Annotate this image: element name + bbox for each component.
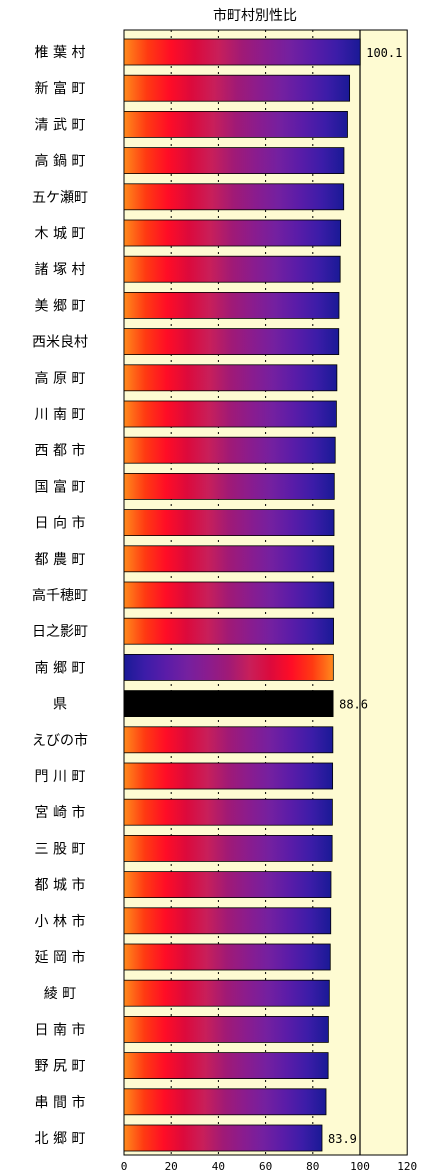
bar	[123, 762, 334, 790]
bar	[123, 907, 332, 935]
category-label: 清 武 町	[35, 117, 86, 133]
bar	[123, 400, 337, 428]
bar	[123, 328, 340, 356]
category-label: 日之影町	[32, 624, 88, 640]
category-label: 北 郷 町	[35, 1131, 86, 1147]
bar	[123, 183, 345, 211]
category-label: 野 尻 町	[35, 1059, 86, 1075]
category-label: 宮 崎 市	[35, 804, 86, 821]
category-label: 川 南 町	[35, 407, 86, 423]
bar	[123, 798, 333, 826]
bar	[123, 509, 335, 537]
bar	[123, 111, 348, 138]
bar	[123, 726, 334, 754]
category-label: 五ケ瀬町	[32, 190, 88, 206]
x-tick-label: 120	[397, 1160, 417, 1173]
x-tick-label: 60	[259, 1160, 272, 1173]
bar	[123, 74, 351, 102]
data-label: 88.6	[339, 698, 368, 712]
category-label: 新 富 町	[35, 80, 86, 97]
x-tick-label: 40	[212, 1160, 225, 1173]
category-label: えびの市	[32, 732, 88, 749]
category-label: 県	[53, 697, 67, 713]
data-label: 100.1	[366, 46, 402, 60]
bar	[123, 871, 332, 898]
data-label: 83.9	[328, 1132, 357, 1146]
category-label: 西 都 市	[35, 442, 86, 459]
bar	[123, 219, 342, 247]
bar	[123, 835, 333, 862]
category-label: 高 鍋 町	[35, 153, 86, 170]
x-tick-label: 80	[306, 1160, 319, 1173]
category-label: 諸 塚 村	[35, 262, 86, 278]
bar	[123, 690, 334, 717]
bars	[123, 38, 361, 1152]
bar	[123, 436, 336, 464]
x-tick-label: 100	[350, 1160, 370, 1173]
category-label: 美 郷 町	[35, 298, 86, 314]
category-label: 三 股 町	[35, 841, 86, 857]
bar	[123, 38, 361, 66]
bar	[123, 255, 341, 283]
category-label: 延 岡 市	[35, 949, 86, 966]
x-tick-label: 20	[165, 1160, 178, 1173]
category-label: 都 農 町	[35, 552, 86, 568]
category-label: 串 間 市	[35, 1094, 86, 1111]
category-label: 椎 葉 村	[35, 45, 86, 61]
bar	[123, 472, 335, 500]
category-label: 門 川 町	[35, 769, 86, 785]
bar	[123, 147, 345, 175]
category-label: 南 郷 町	[35, 660, 86, 676]
category-label: 高千穂町	[32, 587, 88, 604]
category-label: 木 城 町	[35, 226, 86, 242]
bar	[123, 1088, 327, 1116]
x-axis: 0 20 40 60 80 100 120	[121, 1160, 417, 1173]
category-label: 綾 町	[44, 986, 76, 1002]
bar	[123, 364, 338, 392]
bar	[123, 654, 334, 681]
bar	[123, 979, 330, 1007]
bar	[123, 1052, 329, 1079]
bar	[123, 1124, 323, 1152]
category-label: 高 原 町	[35, 370, 86, 387]
x-tick-label: 0	[121, 1160, 128, 1173]
category-label: 日 南 市	[35, 1021, 86, 1038]
category-label: 日 向 市	[35, 515, 86, 532]
category-label: 西米良村	[32, 335, 88, 351]
data-labels: 100.1 88.6 83.9	[328, 46, 402, 1146]
category-label: 都 城 市	[35, 877, 86, 894]
bar	[123, 291, 340, 319]
bar	[123, 1016, 329, 1043]
bar	[123, 581, 335, 609]
category-label: 国 富 町	[35, 478, 86, 495]
bar	[123, 617, 334, 645]
category-label: 小 林 市	[35, 913, 86, 930]
bar	[123, 943, 331, 971]
bar	[123, 545, 335, 573]
chart-title: 市町村別性比	[213, 7, 297, 24]
